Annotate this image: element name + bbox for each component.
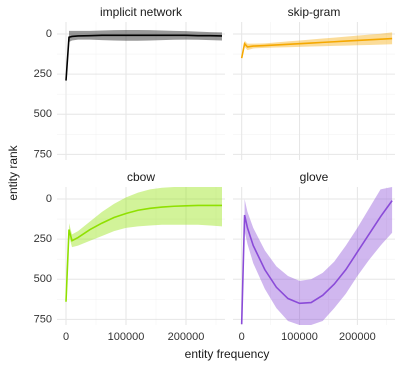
y-tick-label: 250 xyxy=(34,233,52,245)
confidence-band xyxy=(244,32,393,51)
y-axis-label: entity rank xyxy=(6,144,20,200)
x-tick-label: 100000 xyxy=(281,331,318,343)
y-tick-label: 500 xyxy=(34,108,52,120)
panel xyxy=(240,32,393,59)
panel xyxy=(240,187,393,325)
y-tick-label: 0 xyxy=(46,28,52,40)
facet-title: glove xyxy=(300,170,329,184)
y-tick-label: 250 xyxy=(34,68,52,80)
facet-title: skip-gram xyxy=(288,5,341,19)
data-line xyxy=(240,200,393,325)
facet-title: implicit network xyxy=(100,5,183,19)
x-tick-label: 100000 xyxy=(108,331,145,343)
y-tick-label: 750 xyxy=(34,313,52,325)
y-tick-label: 500 xyxy=(34,273,52,285)
confidence-band xyxy=(69,187,222,248)
panel xyxy=(65,187,222,302)
data-line xyxy=(65,204,222,302)
x-tick-label: 0 xyxy=(63,331,69,343)
data-line xyxy=(240,37,393,59)
x-tick-label: 0 xyxy=(239,331,245,343)
facet-title: cbow xyxy=(127,170,155,184)
confidence-band xyxy=(244,187,393,325)
x-tick-label: 200000 xyxy=(339,331,376,343)
x-axis-label: entity frequency xyxy=(185,347,270,361)
y-tick-label: 0 xyxy=(46,193,52,205)
data-line xyxy=(65,34,223,81)
y-tick-label: 750 xyxy=(34,148,52,160)
panel xyxy=(65,30,223,81)
x-tick-label: 200000 xyxy=(168,331,205,343)
